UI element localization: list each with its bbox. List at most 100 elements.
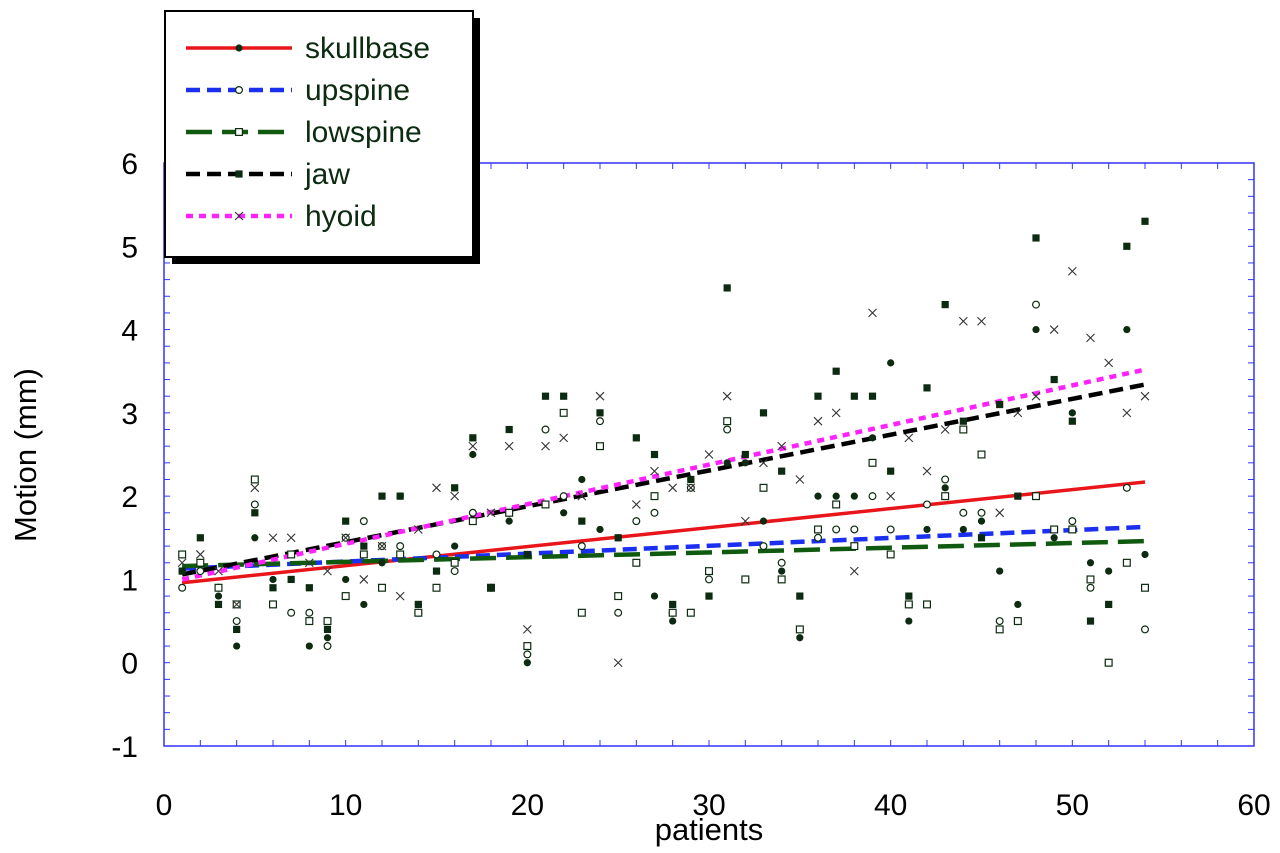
lowspine-point — [577, 608, 586, 617]
upspine-point — [178, 583, 187, 592]
jaw-point — [741, 450, 749, 459]
upspine-point — [650, 508, 659, 517]
jaw-point — [1068, 417, 1076, 425]
hyoid-point — [831, 408, 841, 418]
jaw-point — [269, 584, 277, 592]
skullbase-point — [778, 567, 786, 575]
upspine-point — [704, 575, 713, 584]
x-tick-label: 20 — [511, 789, 544, 822]
skullbase-point — [923, 525, 931, 534]
jaw-point — [541, 392, 550, 400]
hyoid-point — [631, 500, 641, 509]
lowspine-point — [723, 417, 732, 426]
upspine-point — [886, 525, 895, 534]
hyoid-point — [1031, 391, 1041, 401]
upspine-point — [523, 650, 532, 659]
lowspine-point — [305, 617, 314, 626]
skullbase-trend-line — [181, 480, 1146, 585]
hyoid-point — [940, 425, 950, 434]
upspine-point — [959, 508, 968, 517]
lowspine-point — [505, 508, 514, 517]
skullbase-point — [305, 642, 313, 650]
skullbase-point — [959, 525, 967, 534]
jaw-point — [868, 392, 877, 400]
upspine-point — [396, 542, 405, 551]
lowspine-point — [850, 542, 859, 551]
x-tick-label: 0 — [156, 789, 173, 822]
legend-upspine-marker — [235, 85, 244, 94]
jaw-point — [887, 467, 895, 475]
upspine-point — [450, 567, 459, 576]
legend-hyoid-marker — [234, 211, 244, 221]
hyoid-point — [341, 533, 351, 543]
lowspine-point — [868, 458, 877, 467]
upspine-point — [541, 425, 550, 434]
hyoid-point — [977, 316, 986, 326]
skullbase-point — [905, 617, 913, 625]
hyoid-point — [286, 533, 296, 543]
jaw-point — [959, 417, 967, 425]
skullbase-point — [233, 642, 241, 650]
upspine-point — [1031, 300, 1040, 309]
upspine-point — [1068, 517, 1077, 526]
lowspine-point — [196, 558, 205, 567]
lowspine-point — [759, 483, 768, 492]
x-axis-title: patients — [655, 812, 764, 847]
skullbase-point — [505, 517, 513, 525]
hyoid-point — [323, 566, 332, 576]
lowspine-point — [250, 475, 259, 484]
hyoid-point — [468, 441, 478, 451]
x-tick-label: 40 — [874, 789, 907, 822]
lowspine-point — [1122, 558, 1131, 567]
hyoid-point — [650, 466, 659, 476]
upspine-point — [250, 500, 259, 509]
lowspine-point — [922, 600, 931, 609]
jaw-point — [432, 567, 441, 575]
jaw-point — [178, 567, 186, 575]
hyoid-point — [704, 450, 714, 459]
hyoid-point — [177, 558, 187, 568]
skullbase-point — [887, 359, 895, 367]
jaw-point — [214, 600, 223, 609]
hyoid-trend-line — [181, 367, 1146, 582]
upspine-point — [1086, 583, 1095, 592]
hyoid-point — [1067, 266, 1077, 276]
lowspine-point — [523, 642, 532, 651]
trend-lines — [181, 367, 1146, 585]
jaw-point — [832, 367, 840, 375]
skullbase-point — [996, 567, 1004, 575]
skullbase-point — [741, 459, 749, 467]
hyoid-point — [886, 491, 896, 501]
jaw-point — [650, 450, 659, 459]
skullbase-point — [669, 617, 677, 625]
jaw-point — [414, 600, 422, 609]
lowspine-point — [341, 592, 350, 601]
upspine-point — [614, 608, 623, 617]
jaw-point — [996, 400, 1004, 409]
hyoid-point — [541, 441, 550, 451]
hyoid-point — [904, 433, 914, 443]
hyoid-point — [922, 466, 932, 476]
hyoid-point — [359, 575, 369, 584]
skullbase-point — [759, 517, 768, 525]
upspine-point — [577, 542, 586, 551]
lowspine-point — [795, 625, 804, 634]
hyoid-point — [849, 566, 859, 576]
y-axis-title: Motion (mm) — [8, 368, 43, 542]
jaw-point — [578, 517, 586, 525]
lowspine-point — [214, 583, 223, 592]
upspine-point — [922, 500, 931, 509]
jaw-point — [360, 542, 368, 550]
jaw-point — [850, 392, 858, 400]
lowspine-point — [977, 450, 986, 459]
hyoid-point — [195, 550, 205, 559]
hyoid-point — [668, 483, 678, 493]
hyoid-point — [722, 391, 732, 401]
lowspine-point — [1031, 492, 1040, 501]
upspine-point — [977, 508, 986, 517]
lowspine-point — [1050, 525, 1059, 534]
jaw-point — [723, 284, 731, 292]
skullbase-point — [850, 492, 858, 500]
jaw-point — [196, 534, 204, 542]
lowspine-point — [650, 492, 659, 501]
